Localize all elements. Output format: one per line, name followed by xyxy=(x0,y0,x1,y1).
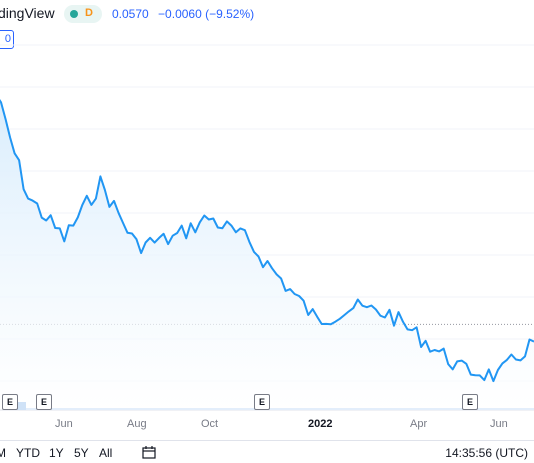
price-change: −0.0060 (−9.52%) xyxy=(158,7,255,21)
x-tick: Oct xyxy=(201,418,219,430)
price-chart[interactable] xyxy=(0,0,534,412)
quote-line: 0.0570 −0.0060 (−9.52%) xyxy=(112,7,260,21)
volume-bar xyxy=(12,402,26,410)
event-marker[interactable]: E xyxy=(254,394,270,410)
event-marker[interactable]: E xyxy=(462,394,478,410)
status-dot-icon xyxy=(70,10,78,18)
x-tick: Jun xyxy=(55,418,73,430)
range-button-all[interactable]: All xyxy=(99,446,113,460)
x-tick: Jun xyxy=(490,418,508,430)
x-tick: 2022 xyxy=(308,418,333,430)
header: dingView D 0.0570 −0.0060 (−9.52%) xyxy=(0,0,534,28)
event-marker[interactable]: E xyxy=(36,394,52,410)
calendar-icon[interactable] xyxy=(142,445,156,459)
volume-baseline xyxy=(26,408,534,410)
status-pill[interactable]: D xyxy=(64,5,102,23)
x-tick: Aug xyxy=(127,418,147,430)
scale-label[interactable]: 0 xyxy=(0,30,14,49)
pill-letter: D xyxy=(85,7,93,19)
range-button-5y[interactable]: 5Y xyxy=(74,446,89,460)
utc-clock[interactable]: 14:35:56 (UTC) xyxy=(445,446,528,460)
range-button-1y[interactable]: 1Y xyxy=(49,446,64,460)
event-marker[interactable]: E xyxy=(2,394,18,410)
x-tick: Apr xyxy=(410,418,428,430)
range-button-month[interactable]: M xyxy=(0,446,6,460)
brand-name[interactable]: dingView xyxy=(0,5,55,21)
series-line xyxy=(0,99,534,383)
range-button-ytd[interactable]: YTD xyxy=(16,446,40,460)
series-area xyxy=(0,100,534,410)
last-price: 0.0570 xyxy=(112,7,149,21)
bottom-toolbar: M YTD 1Y 5Y All 14:35:56 (UTC) xyxy=(0,440,534,463)
